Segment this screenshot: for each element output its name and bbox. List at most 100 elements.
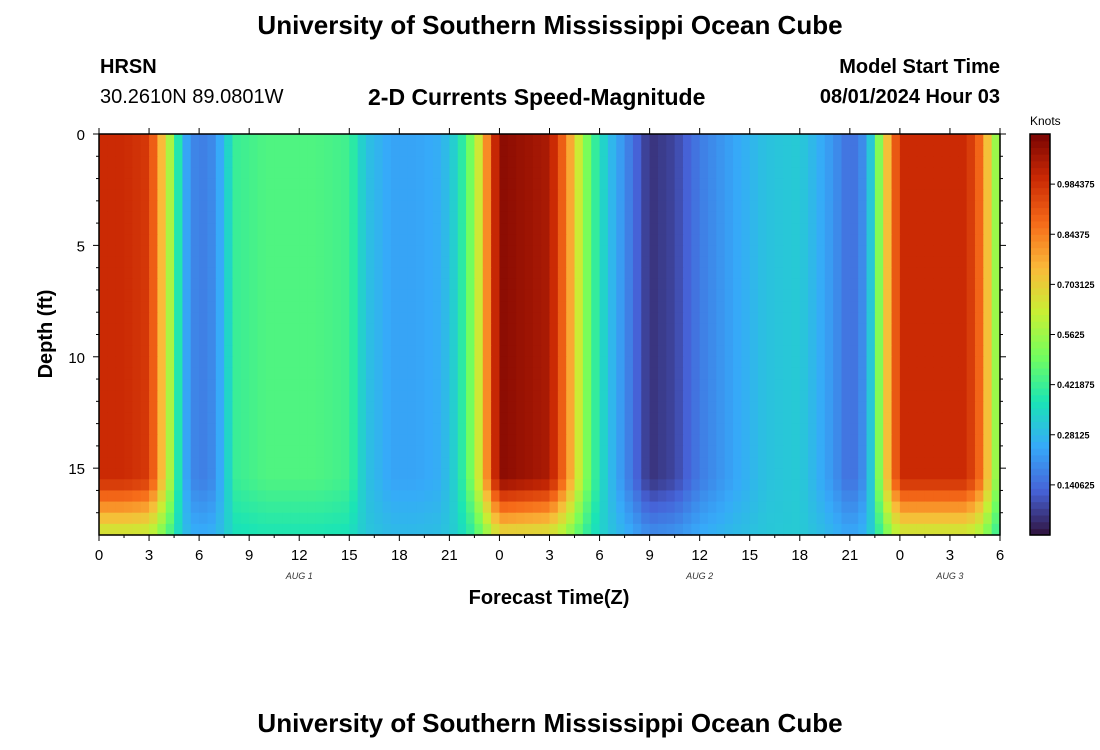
heatmap-cell xyxy=(257,479,267,492)
heatmap-cell xyxy=(257,256,267,269)
heatmap-cell xyxy=(899,178,909,191)
heatmap-cell xyxy=(933,434,943,447)
heatmap-cell xyxy=(324,457,334,469)
heatmap-cell xyxy=(390,301,400,313)
heatmap-cell xyxy=(666,245,676,258)
heatmap-cell xyxy=(157,412,167,425)
heatmap-cell xyxy=(883,523,893,536)
heatmap-cell xyxy=(232,445,242,458)
heatmap-cell xyxy=(883,434,893,447)
heatmap-cell xyxy=(207,145,217,157)
heatmap-cell xyxy=(891,278,901,291)
heatmap-cell xyxy=(649,434,659,447)
heatmap-cell xyxy=(682,301,692,313)
colorbar-segment xyxy=(1030,307,1050,316)
heatmap-cell xyxy=(340,345,350,358)
heatmap-cell xyxy=(958,367,968,380)
heatmap-cell xyxy=(774,189,784,202)
heatmap-cell xyxy=(382,479,392,492)
heatmap-cell xyxy=(190,356,200,369)
heatmap-cell xyxy=(324,189,334,202)
heatmap-cell xyxy=(315,523,325,536)
heatmap-cell xyxy=(891,256,901,269)
heatmap-cell xyxy=(474,379,484,391)
heatmap-cell xyxy=(265,423,275,436)
heatmap-cell xyxy=(666,512,676,525)
heatmap-cell xyxy=(382,256,392,269)
heatmap-cell xyxy=(541,301,551,313)
heatmap-cell xyxy=(441,379,450,391)
heatmap-cell xyxy=(649,234,659,246)
heatmap-cell xyxy=(466,367,476,380)
heatmap-cell xyxy=(724,256,734,269)
heatmap-cell xyxy=(199,178,209,191)
heatmap-cell xyxy=(265,479,275,492)
heatmap-cell xyxy=(908,523,918,536)
heatmap-cell xyxy=(899,278,909,291)
heatmap-cell xyxy=(883,312,893,324)
heatmap-cell xyxy=(324,301,334,313)
heatmap-cell xyxy=(849,178,859,191)
heatmap-cell xyxy=(974,167,984,180)
heatmap-cell xyxy=(991,401,1001,414)
heatmap-cell xyxy=(324,323,334,336)
heatmap-cell xyxy=(566,479,576,492)
heatmap-cell xyxy=(157,523,167,536)
heatmap-cell xyxy=(249,468,259,480)
heatmap-cell xyxy=(182,234,192,246)
heatmap-cell xyxy=(566,523,576,536)
heatmap-cell xyxy=(724,401,734,414)
heatmap-cell xyxy=(349,145,359,157)
heatmap-cell xyxy=(649,156,659,169)
colorbar-segment xyxy=(1030,174,1050,182)
heatmap-cell xyxy=(966,178,976,191)
heatmap-cell xyxy=(349,167,359,180)
heatmap-cell xyxy=(140,134,150,146)
heatmap-cell xyxy=(749,356,759,369)
heatmap-cell xyxy=(841,434,851,447)
heatmap-cell xyxy=(816,501,826,514)
heatmap-cell xyxy=(891,479,901,492)
heatmap-cell xyxy=(532,345,542,358)
heatmap-cell xyxy=(349,245,359,258)
heatmap-cell xyxy=(174,334,184,347)
heatmap-cell xyxy=(816,234,826,246)
heatmap-cell xyxy=(541,390,551,402)
heatmap-cell xyxy=(924,189,934,202)
heatmap-cell xyxy=(582,356,592,369)
heatmap-cell xyxy=(232,156,242,169)
heatmap-cell xyxy=(432,223,442,235)
heatmap-cell xyxy=(691,289,701,302)
heatmap-cell xyxy=(666,334,676,347)
heatmap-cell xyxy=(432,167,442,180)
heatmap-cell xyxy=(165,134,175,146)
heatmap-cell xyxy=(157,200,167,213)
heatmap-cell xyxy=(582,167,592,180)
heatmap-cell xyxy=(916,278,926,291)
heatmap-cell xyxy=(332,323,342,336)
heatmap-cell xyxy=(457,256,467,269)
heatmap-cell xyxy=(591,301,601,313)
heatmap-cell xyxy=(591,345,601,358)
heatmap-cell xyxy=(616,278,626,291)
heatmap-cell xyxy=(424,379,434,391)
heatmap-cell xyxy=(507,245,517,258)
heatmap-cell xyxy=(457,445,467,458)
heatmap-cell xyxy=(866,390,876,402)
heatmap-cell xyxy=(399,145,409,157)
heatmap-cell xyxy=(516,401,526,414)
heatmap-cell xyxy=(474,512,484,525)
heatmap-cell xyxy=(165,334,175,347)
heatmap-cell xyxy=(449,457,459,469)
heatmap-cell xyxy=(357,289,367,302)
heatmap-cell xyxy=(866,445,876,458)
heatmap-cell xyxy=(708,445,717,458)
heatmap-cell xyxy=(991,145,1001,157)
heatmap-cell xyxy=(824,301,834,313)
heatmap-cell xyxy=(457,401,467,414)
heatmap-cell xyxy=(307,167,317,180)
heatmap-cell xyxy=(190,245,200,258)
heatmap-cell xyxy=(624,323,634,336)
heatmap-cell xyxy=(441,434,450,447)
colorbar-segment xyxy=(1030,154,1050,162)
